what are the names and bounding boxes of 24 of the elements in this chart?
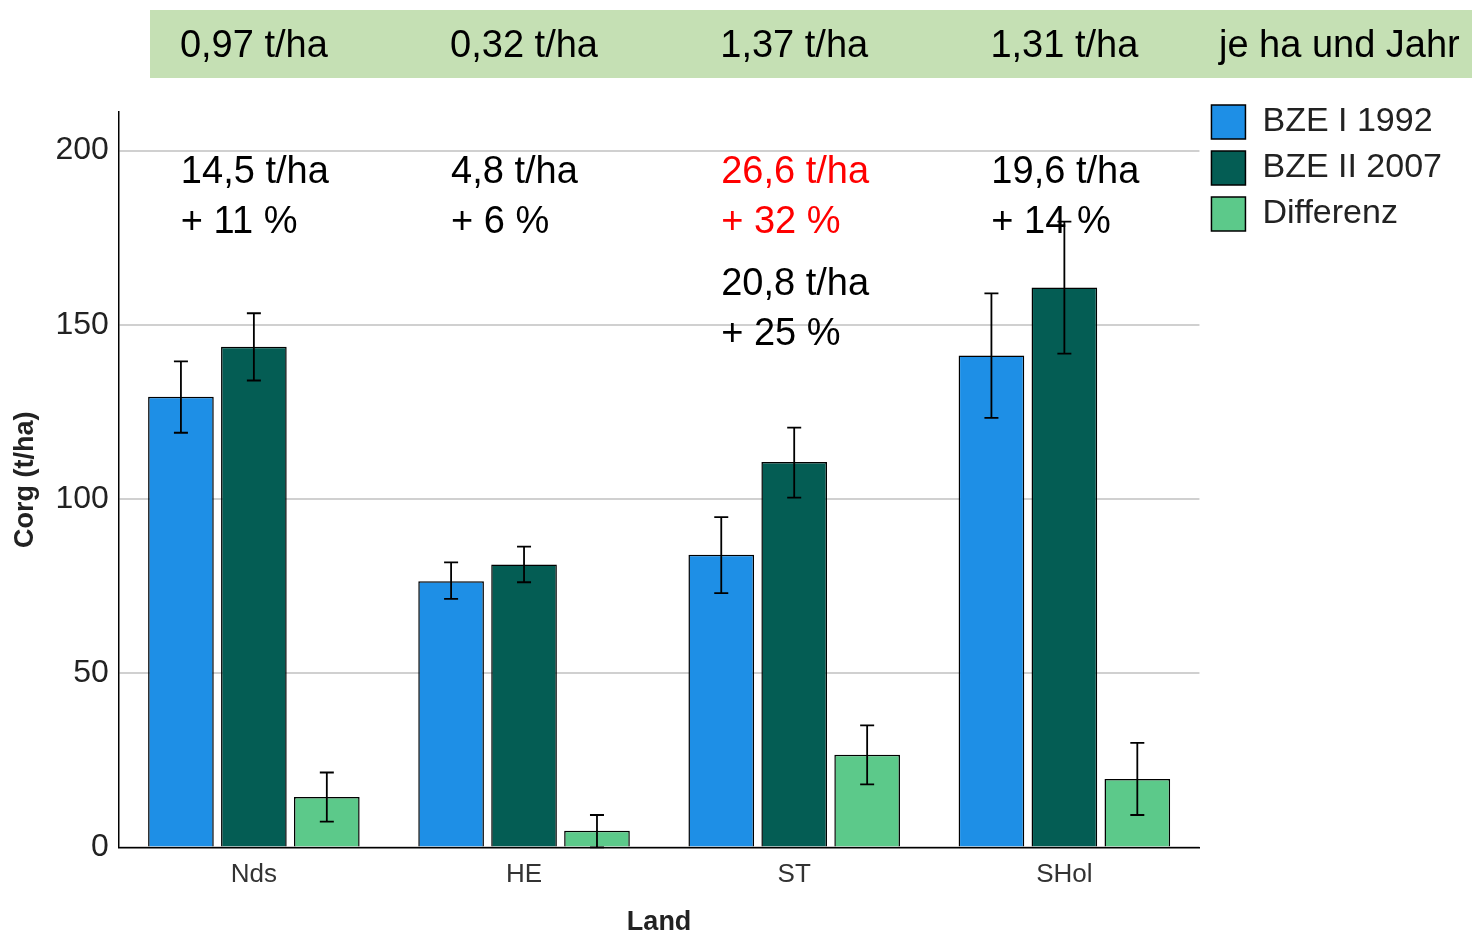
legend-label: BZE II 2007 (1262, 146, 1442, 185)
y-tick-label: 100 (55, 478, 109, 515)
x-tick-label: Nds (230, 858, 277, 889)
annotation: 20,8 t/ha + 25 % (721, 261, 870, 354)
annotation: 14,5 t/ha + 11 % (180, 148, 330, 241)
text: 0,32 t/ha (450, 22, 598, 67)
y-tick-label: 150 (55, 304, 109, 341)
x-tick-label: SHol (1036, 858, 1093, 889)
annotation: 4,8 t/ha + 6 % (451, 148, 579, 241)
text: 1,37 t/ha (720, 22, 869, 67)
legend-label: BZE I 1992 (1262, 100, 1433, 139)
text: 1,31 t/ha (990, 22, 1139, 67)
annotation: 19,6 t/ha + 14 % (991, 148, 1141, 241)
y-axis-title: Corg (t/ha) (8, 411, 39, 549)
text: je ha und Jahr (1218, 22, 1460, 67)
text: 0,97 t/ha (179, 22, 328, 67)
y-tick-label: 200 (55, 130, 109, 167)
x-tick-label: ST (777, 858, 811, 889)
annotation: 26,6 t/ha + 32 % (721, 148, 870, 241)
y-tick-label: 50 (73, 653, 109, 690)
x-tick-label: HE (505, 858, 543, 889)
legend-label: Differenz (1262, 192, 1398, 231)
y-tick-label: 0 (90, 827, 109, 864)
x-axis-title: Land (626, 906, 692, 937)
